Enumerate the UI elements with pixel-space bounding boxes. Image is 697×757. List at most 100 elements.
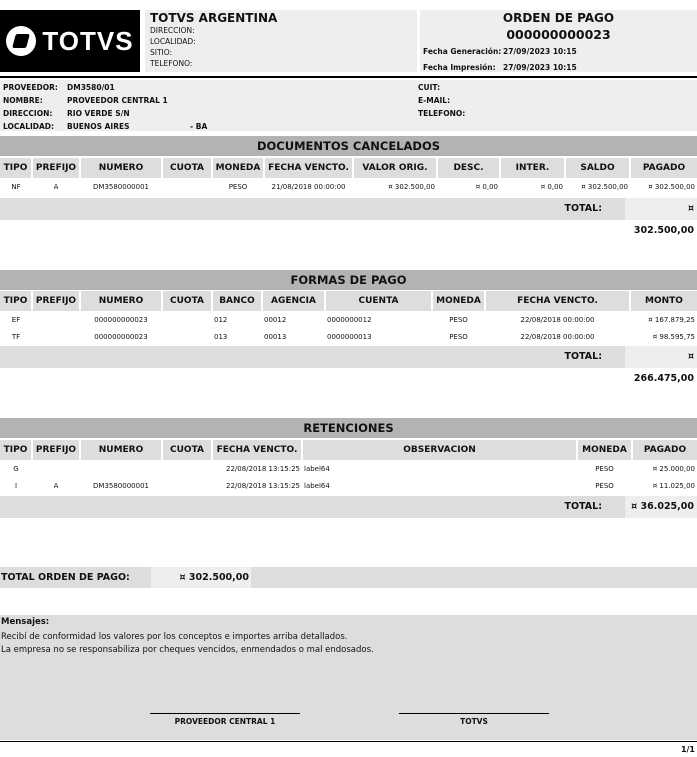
localidad-label: LOCALIDAD: [3, 122, 55, 131]
table-cell: 22/08/2018 00:00:00 [520, 332, 595, 341]
nombre-value: PROVEEDOR CENTRAL 1 [67, 96, 168, 105]
table-row: EF 000000000023 012 00012 0000000012 PESO 22/0… [0, 311, 697, 329]
table-cell: PESO [449, 332, 468, 341]
mensajes-title: Mensajes: [1, 617, 50, 627]
table-cell: ¤ 11.025,00 [652, 481, 695, 490]
mensajes-box: Mensajes: Recibí de conformidad los valo… [0, 615, 697, 740]
table-cell: 22/08/2018 00:00:00 [520, 316, 595, 324]
table-cell [32, 329, 80, 344]
table-cell [162, 460, 212, 478]
column-header: MONEDA [431, 291, 485, 311]
retenciones-total: ¤ 36.025,00 [625, 496, 697, 518]
documentos-total: ¤ 302.500,00 [625, 198, 697, 236]
retenciones-total-row: TOTAL: ¤ 36.025,00 [0, 496, 697, 518]
telefono-label: TELEFONO: [418, 109, 466, 118]
table-row: G 22/08/2018 13:15:25 label64 PESO ¤ 25.000,… [0, 460, 697, 478]
column-header: MONEDA [576, 440, 632, 460]
table-cell [162, 311, 212, 329]
order-title: ORDEN DE PAGO [502, 11, 615, 25]
table-cell: ¤ 302.500,00 [648, 183, 695, 191]
table-cell [162, 478, 212, 493]
firma-empresa: TOTVS [399, 713, 549, 726]
company-telefono: TELEFONO: [150, 59, 193, 68]
table-cell: PESO [595, 465, 614, 473]
fecha-impresion-label: Fecha Impresión: [423, 63, 496, 72]
column-header: MONTO [629, 291, 697, 311]
divider [0, 741, 697, 742]
header-row: TIPO PREFIJO NUMERO CUOTA MONEDA FECHA VENCTO… [0, 158, 697, 178]
column-header: MONEDA [211, 158, 264, 178]
table-cell: DM3580000001 [93, 481, 149, 490]
direccion-value: RIO VERDE S/N [67, 109, 130, 118]
table-cell: 012 [214, 316, 228, 324]
formas-total-row: TOTAL: ¤ 266.475,00 [0, 346, 697, 384]
table-cell: 00013 [264, 332, 287, 341]
column-header: NUMERO [79, 158, 162, 178]
column-header: DESC. [436, 158, 500, 178]
total-orden-value: ¤ 302.500,00 [151, 567, 251, 588]
company-localidad: LOCALIDAD: [150, 37, 196, 46]
documentos-table: TIPO PREFIJO NUMERO CUOTA MONEDA FECHA VENCTO… [0, 158, 697, 196]
cuit-label: CUIT: [418, 83, 441, 92]
table-cell: 0000000012 [327, 316, 372, 324]
divider [0, 76, 697, 78]
column-header: NUMERO [79, 291, 162, 311]
firma-proveedor: PROVEEDOR CENTRAL 1 [150, 713, 300, 726]
table-cell: 000000000023 [94, 316, 148, 324]
order-info: ORDEN DE PAGO 000000000023 Fecha Generac… [420, 10, 697, 72]
total-orden-label: TOTAL ORDEN DE PAGO: [1, 572, 130, 583]
totvs-logo-icon [6, 26, 37, 56]
retenciones-title: RETENCIONES [0, 418, 697, 438]
table-cell: A [53, 481, 59, 490]
header-row: TIPO PREFIJO NUMERO CUOTA FECHA VENCTO. OBSER… [0, 440, 697, 460]
table-cell: label64 [304, 465, 330, 473]
company-sitio: SITIO: [150, 48, 173, 57]
table-cell: G [13, 465, 19, 473]
total-label: TOTAL: [564, 351, 602, 362]
table-cell: TF [11, 332, 21, 341]
column-header: BANCO [211, 291, 262, 311]
mensaje-line: La empresa no se responsabiliza por cheq… [1, 645, 374, 655]
column-header: FECHA VENCTO. [211, 440, 302, 460]
table-row: I A DM3580000001 22/08/2018 13:15:25 label64… [0, 478, 697, 493]
supplier-info: PROVEEDOR: DM3580/01 NOMBRE: PROVEEDOR C… [0, 80, 697, 131]
table-cell: 22/08/2018 13:15:25 [225, 465, 300, 473]
table-cell: ¤ 25.000,00 [652, 465, 695, 473]
documentos-title: DOCUMENTOS CANCELADOS [0, 136, 697, 156]
formas-table: TIPO PREFIJO NUMERO CUOTA BANCO AGENCIA CUENTA… [0, 291, 697, 344]
column-header: TIPO [0, 440, 32, 460]
column-header: FECHA VENCTO. [484, 291, 630, 311]
column-header: SALDO [564, 158, 630, 178]
table-cell: 013 [214, 332, 228, 341]
table-cell: DM3580000001 [93, 183, 149, 191]
table-cell: 22/08/2018 13:15:25 [225, 481, 300, 490]
column-header: NUMERO [79, 440, 162, 460]
mensaje-line: Recibí de conformidad los valores por lo… [1, 632, 348, 642]
column-header: CUENTA [324, 291, 432, 311]
table-cell: 000000000023 [94, 332, 148, 341]
total-orden-row: TOTAL ORDEN DE PAGO: ¤ 302.500,00 [0, 567, 697, 588]
logo-text: TOTVS [42, 25, 134, 56]
column-header: AGENCIA [261, 291, 325, 311]
table-cell: NF [11, 183, 21, 191]
email-label: E-MAIL: [418, 96, 451, 105]
table-cell: A [53, 183, 59, 191]
fecha-generacion-label: Fecha Generación: [423, 47, 502, 56]
column-header: PREFIJO [31, 291, 80, 311]
column-header: TIPO [0, 158, 32, 178]
documentos-total-row: TOTAL: ¤ 302.500,00 [0, 198, 697, 236]
column-header: TIPO [0, 291, 32, 311]
retenciones-table: TIPO PREFIJO NUMERO CUOTA FECHA VENCTO. OBSER… [0, 440, 697, 493]
column-header: INTER. [499, 158, 565, 178]
table-cell [162, 178, 212, 196]
table-cell: 21/08/2018 00:00:00 [271, 183, 346, 191]
page-number: 1/1 [680, 745, 695, 754]
column-header: CUOTA [161, 440, 212, 460]
table-cell: PESO [449, 316, 468, 324]
table-cell: EF [11, 316, 21, 324]
table-cell: ¤ 0,00 [540, 183, 563, 191]
total-label: TOTAL: [564, 203, 602, 214]
table-cell: 0000000013 [327, 332, 372, 341]
table-row: NF A DM3580000001 PESO 21/08/2018 00:00:00 ¤ … [0, 178, 697, 196]
